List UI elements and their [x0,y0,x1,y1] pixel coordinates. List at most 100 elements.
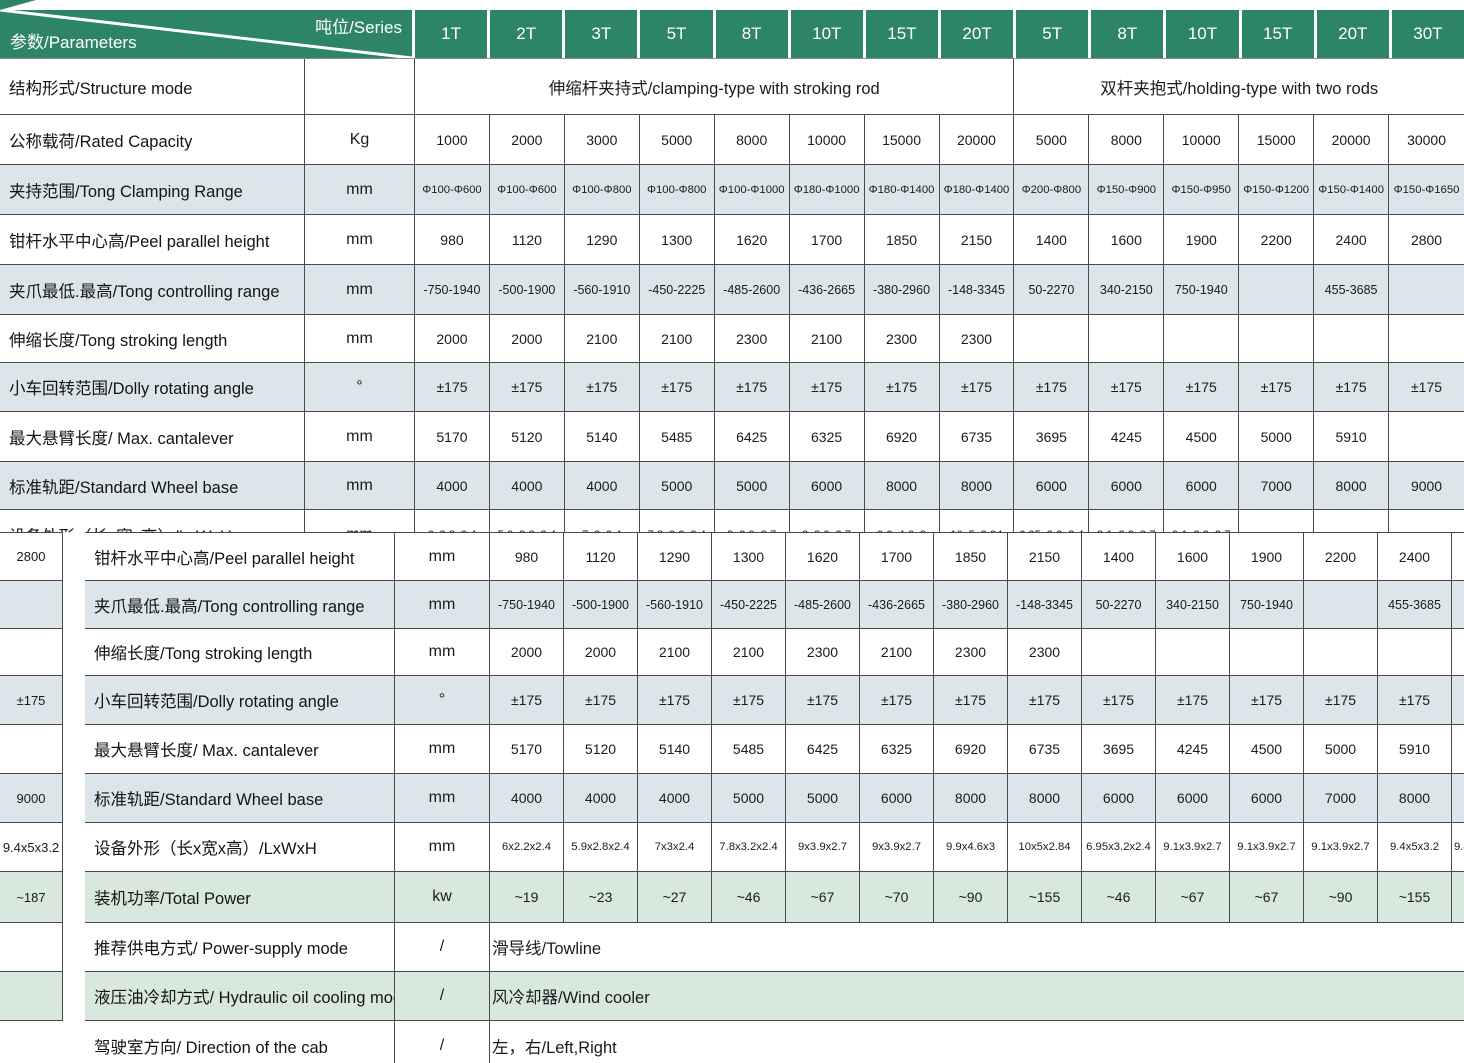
value-cell: 6.95x3.2x2.4 [1014,510,1090,532]
value-cell: 8000 [934,774,1008,822]
value-cell: 6000 [1089,462,1165,509]
value-cell: ±175 [1014,363,1090,411]
series-column-header: 5T [640,10,713,58]
structure-group-cell: 伸缩杆夹持式/clamping-type with stroking rod [415,59,1015,114]
series-column-header: 5T [1016,10,1089,58]
spec-row: 装机功率/Total Power kw ~19 ~23 ~27 ~46 ~67 ~70 ~90 ~… [85,872,1464,923]
value-cell: ~155 [1008,872,1082,922]
value-cell: 8000 [1378,774,1452,822]
value-cell: ±175 [715,363,790,411]
value-cell: 2100 [860,629,934,675]
value-cell [1389,412,1464,461]
structure-mode-row: 结构形式/Structure mode 伸缩杆夹持式/clamping-type… [0,58,1464,115]
spec-row: 驾驶室方向/ Direction of the cab / 左，右/Left,Rig… [85,1021,1464,1063]
row-unit: mm [305,462,415,509]
row-unit: / [395,923,490,971]
value-cell: ±175 [564,676,638,724]
value-cell: ~67 [1156,872,1230,922]
value-cell: 1300 [712,533,786,580]
value-cell: 8000 [865,462,940,509]
value-cell: 9.1x3.9x2.7 [1304,823,1378,871]
value-cell: 6425 [786,725,860,773]
value-cell: 9x3.9x2.7 [786,823,860,871]
value-cell: 1900 [1230,533,1304,580]
value-cell: Φ100-Φ800 [565,165,640,214]
value-cell: 5910 [1314,412,1390,461]
value-cell: ±175 [1164,363,1240,411]
value-cell: 2100 [565,315,640,362]
value-cell: 2150 [1008,533,1082,580]
value-cell: 2100 [638,629,712,675]
fragment-cell [0,725,63,774]
value-cell: -560-1910 [638,581,712,628]
value-cell: 5.9x2.8x2.4 [564,823,638,871]
value-cell: Φ200-Φ800 [1014,165,1090,214]
value-cell: 7.8x3.2x2.4 [640,510,715,532]
value-cell: 5000 [1304,725,1378,773]
value-cell: -500-1900 [564,581,638,628]
value-cell: ±175 [1089,363,1165,411]
value-cell: ±175 [565,363,640,411]
value-cell: ~155 [1378,872,1452,922]
value-cell: ±175 [1239,363,1315,411]
value-cell: -148-3345 [940,265,1015,314]
value-cell: ~46 [712,872,786,922]
value-cell: Φ180-Φ1000 [790,165,865,214]
series-column-header: 10T [790,10,863,58]
value-cell: ±175 [934,676,1008,724]
spec-row: 伸缩长度/Tong stroking length mm 2000 2000 2100 2… [0,315,1464,363]
table-fragment-strip: 2800 ±175 9000 9.4x5x3.2 ~187 [0,532,63,1021]
value-cell: 15000 [1239,115,1315,164]
value-cell: ~23 [564,872,638,922]
fragment-cell [0,972,63,1021]
top-table-body: 公称载荷/Rated Capacity Kg 1000 2000 3000 5000 800… [0,115,1464,532]
value-cell [1230,629,1304,675]
value-cell: ±175 [790,363,865,411]
row-label: 结构形式/Structure mode [0,59,305,114]
value-cell: 8000 [1008,774,1082,822]
spec-row: 钳杆水平中心高/Peel parallel height mm 980 1120 129… [85,533,1464,581]
value-cell: 1120 [564,533,638,580]
value-cell: 3695 [1014,412,1090,461]
row-unit: / [395,972,490,1020]
value-cell: 4245 [1156,725,1230,773]
row-label: 钳杆水平中心高/Peel parallel height [85,533,395,580]
diagonal-divider-line [0,10,412,58]
value-cell: 9.1x3.9x2.7 [1164,510,1240,532]
value-cell: 2100 [712,629,786,675]
value-cell: 7x3x2.4 [565,510,640,532]
spec-row: 夹爪最低.最高/Tong controlling range mm -750-194… [0,265,1464,315]
spec-row: 最大悬臂长度/ Max. cantalever mm 5170 5120 5140 548… [85,725,1464,774]
value-cell: 2150 [940,215,1015,264]
value-cell: 50-2270 [1082,581,1156,628]
value-cell: 6425 [715,412,790,461]
value-cell: 5485 [640,412,715,461]
row-label: 推荐供电方式/ Power-supply mode [85,923,395,971]
value-cell: 2300 [865,315,940,362]
value-cell: 20000 [940,115,1015,164]
value-cell: 8000 [940,462,1015,509]
value-cell: 7000 [1304,774,1378,822]
value-cell: 340-2150 [1156,581,1230,628]
value-cell: Φ180-Φ1400 [865,165,940,214]
spec-row: 钳杆水平中心高/Peel parallel height mm 980 1120 129… [0,215,1464,265]
overlay-spec-table: 钳杆水平中心高/Peel parallel height mm 980 1120 129… [85,532,1464,1063]
value-cell: 6920 [934,725,1008,773]
value-cell: Φ150-Φ950 [1164,165,1240,214]
value-cell: 1850 [934,533,1008,580]
value-cell: ±175 [490,363,565,411]
value-cell: 1290 [638,533,712,580]
value-cell: 3695 [1082,725,1156,773]
spec-row: 小车回转范围/Dolly rotating angle ° ±175 ±175 ±175… [0,363,1464,412]
row-label: 小车回转范围/Dolly rotating angle [0,363,305,411]
row-label: 标准轨距/Standard Wheel base [0,462,305,509]
parameters-header-label: 参数/Parameters [10,33,137,52]
value-cell: ±175 [490,676,564,724]
overlay-table-body: 钳杆水平中心高/Peel parallel height mm 980 1120 129… [85,533,1464,1063]
fragment-cell [0,923,63,972]
value-cell: 2000 [415,315,490,362]
value-cell: 980 [415,215,490,264]
value-cell: 980 [490,533,564,580]
value-cell: 5.9x2.8x2.4 [490,510,565,532]
